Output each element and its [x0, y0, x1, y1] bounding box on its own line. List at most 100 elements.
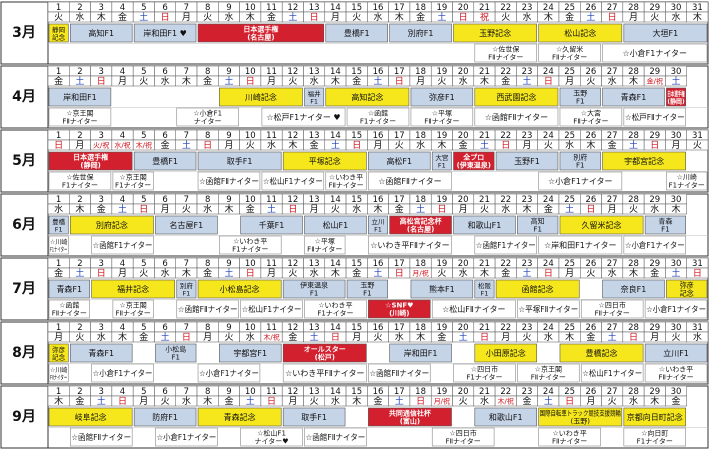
event-label: ☆平塚 — [432, 109, 452, 118]
event-label: 玉野 — [360, 282, 374, 290]
day-number: 24 — [543, 3, 554, 13]
weekday: 月 — [501, 332, 510, 343]
day-number: 31 — [692, 3, 703, 13]
day-number: 25 — [564, 131, 575, 141]
weekday: 土 — [224, 75, 233, 87]
weekday: 木 — [395, 11, 404, 23]
month-label: 8月 — [12, 345, 36, 361]
weekday: 火 — [352, 12, 361, 23]
weekday: 日 — [288, 204, 297, 215]
day-number: 23 — [522, 131, 533, 141]
day-number: 16 — [373, 323, 384, 333]
weekday: 木 — [352, 395, 361, 407]
day-number: 21 — [479, 323, 490, 333]
event-bar — [368, 299, 431, 319]
event-bar — [48, 235, 69, 255]
day-number: 9 — [226, 195, 231, 205]
event-label: ☆四日市 — [599, 301, 626, 310]
event-label: ☆いわき平 — [329, 174, 363, 182]
weekday: 水 — [352, 203, 361, 215]
event-bar — [644, 299, 708, 319]
weekday: 土 — [565, 203, 574, 215]
weekday: 木 — [672, 203, 681, 215]
weekday: 木 — [246, 11, 255, 23]
day-number: 2 — [77, 259, 82, 269]
event-label: ☆大宮 — [581, 109, 601, 118]
weekday: 月/祝 — [412, 269, 428, 278]
event-bar — [48, 407, 133, 427]
event-label: 取手F1 — [301, 412, 327, 422]
weekday: 火 — [139, 76, 148, 87]
weekday: 月 — [118, 268, 127, 279]
event-bar — [474, 279, 495, 299]
weekday-cell — [686, 331, 709, 343]
weekday: 月 — [629, 12, 638, 23]
event-label: ☆四日市 — [450, 429, 477, 438]
event-bar — [91, 363, 154, 383]
event-label: (富山) — [400, 417, 420, 426]
event-bar — [431, 299, 516, 319]
event-label: 宇都宮F1 — [233, 348, 267, 358]
day-number: 12 — [287, 131, 298, 141]
day-number: 17 — [394, 195, 405, 205]
event-label: 青森F1 — [56, 284, 82, 294]
day-number: 17 — [394, 323, 405, 333]
event-label: F1ナイター — [115, 181, 151, 190]
day-number: 3 — [99, 387, 104, 397]
day-number: 11 — [266, 323, 277, 333]
weekday: 金 — [288, 331, 297, 343]
event-bar — [431, 151, 452, 171]
event-label: (名古屋) — [247, 33, 274, 42]
event-bar — [389, 215, 452, 235]
day-number: 1 — [56, 259, 61, 269]
month-label: 7月 — [12, 281, 36, 297]
weekday: 火 — [54, 12, 63, 23]
weekday: 土 — [75, 75, 84, 87]
day-number: 13 — [309, 131, 320, 141]
event-label: ☆いわき平 — [552, 430, 586, 438]
weekday: 土 — [182, 139, 191, 151]
event-bar — [261, 107, 346, 127]
weekday: 土 — [161, 331, 170, 343]
event-label: ☆松山FⅡナイター — [442, 304, 505, 314]
event-label: FⅡナイター — [552, 53, 587, 62]
weekday: 水 — [161, 267, 170, 279]
event-label: F1 — [661, 226, 669, 234]
weekday: 木 — [75, 203, 84, 215]
weekday: 月 — [54, 332, 63, 343]
event-bar — [389, 23, 452, 43]
event-label: (川崎) — [389, 309, 409, 318]
event-bar — [580, 299, 644, 319]
event-bar — [431, 427, 495, 447]
weekday: 水 — [693, 331, 702, 343]
weekday: 水 — [75, 11, 84, 23]
weekday: 木/祝 — [263, 333, 279, 342]
day-number: 14 — [330, 3, 341, 13]
day-number: 22 — [500, 131, 511, 141]
event-label: 久留米記念 — [582, 220, 622, 230]
day-number: 13 — [309, 3, 320, 13]
event-bar — [474, 43, 537, 63]
weekday: 木 — [182, 75, 191, 87]
event-label: ☆函館FⅡナイター — [71, 432, 131, 442]
day-number: 7 — [184, 67, 189, 77]
day-number: 23 — [522, 67, 533, 77]
weekday: 土 — [416, 203, 425, 215]
event-label: F1 — [171, 354, 179, 362]
event-label: FⅡナイター — [488, 53, 523, 62]
event-bar — [644, 363, 708, 383]
weekday: 金 — [203, 267, 212, 279]
day-number: 13 — [309, 195, 320, 205]
weekday: 月 — [203, 332, 212, 343]
day-number: 8 — [205, 3, 210, 13]
day-number: 21 — [479, 259, 490, 269]
event-label: ☆小倉F1ナイター — [156, 432, 216, 442]
event-label: ☆小倉F1ナイター — [646, 304, 706, 314]
day-number: 9 — [226, 131, 231, 141]
day-number: 26 — [585, 259, 596, 269]
weekday: 土 — [608, 331, 617, 343]
event-bar — [48, 171, 112, 191]
weekday: 水 — [459, 267, 468, 279]
event-bar — [368, 363, 431, 383]
event-bar — [368, 215, 388, 235]
